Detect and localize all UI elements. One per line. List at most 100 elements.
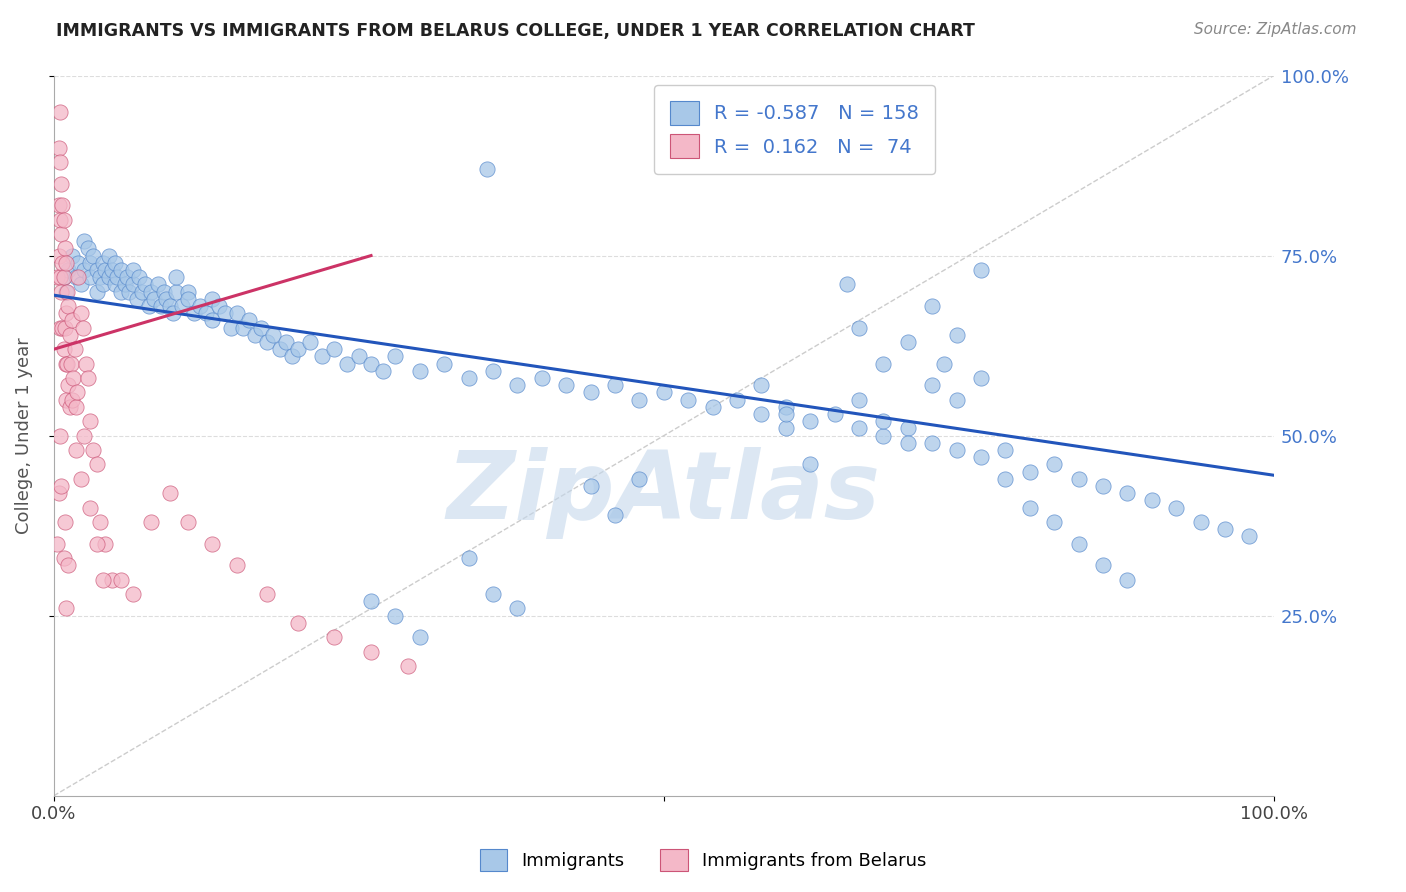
Point (1092, 558, 1115, 573)
Point (55, 357, 77, 371)
Point (702, 400, 724, 414)
Point (934, 357, 956, 371)
Point (77, 241, 100, 255)
Point (104, 256, 127, 270)
Point (1067, 537, 1090, 551)
Point (311, 350, 333, 364)
Point (131, 285, 153, 299)
Point (238, 313, 260, 327)
Point (207, 299, 229, 313)
Legend: Immigrants, Immigrants from Belarus: Immigrants, Immigrants from Belarus (472, 842, 934, 879)
Point (75, 357, 97, 371)
Point (155, 292, 177, 306)
Point (122, 277, 145, 292)
Point (384, 350, 406, 364)
Point (232, 320, 254, 334)
Point (921, 378, 943, 392)
Point (256, 334, 278, 349)
Point (49, 320, 72, 334)
Point (105, 270, 128, 285)
Point (848, 421, 870, 435)
Point (287, 342, 309, 356)
Point (58, 378, 80, 392)
Point (921, 435, 943, 450)
Point (59, 400, 82, 414)
Point (1018, 465, 1040, 479)
Point (475, 162, 498, 177)
Point (122, 263, 145, 277)
Point (1116, 573, 1139, 587)
Point (55, 285, 77, 299)
Point (603, 508, 626, 522)
Point (128, 270, 150, 285)
Point (945, 392, 967, 407)
Point (122, 587, 145, 601)
Point (872, 414, 894, 428)
Point (52, 270, 75, 285)
Point (970, 371, 993, 385)
Point (262, 327, 284, 342)
Point (49, 270, 72, 285)
Point (775, 400, 797, 414)
Point (48, 249, 70, 263)
Point (579, 479, 602, 493)
Text: ZipAtlas: ZipAtlas (447, 447, 880, 540)
Point (48, 198, 70, 212)
Point (51, 256, 73, 270)
Point (970, 450, 993, 465)
Point (921, 299, 943, 313)
Point (150, 299, 173, 313)
Point (114, 277, 136, 292)
Point (56, 285, 79, 299)
Point (994, 472, 1017, 486)
Point (872, 428, 894, 442)
Point (91, 573, 114, 587)
Point (256, 587, 278, 601)
Point (177, 285, 200, 299)
Point (51, 198, 73, 212)
Point (79, 270, 101, 285)
Point (280, 350, 302, 364)
Point (55, 306, 77, 320)
Point (65, 443, 87, 458)
Point (91, 256, 114, 270)
Point (872, 357, 894, 371)
Point (58, 263, 80, 277)
Point (48, 486, 70, 500)
Point (49, 155, 72, 169)
Point (110, 285, 132, 299)
Point (751, 407, 773, 421)
Point (49, 285, 72, 299)
Point (433, 357, 456, 371)
Point (52, 342, 75, 356)
Point (89, 270, 111, 285)
Point (835, 277, 858, 292)
Point (52, 551, 75, 566)
Point (1092, 479, 1115, 493)
Point (55, 601, 77, 615)
Point (1018, 500, 1040, 515)
Text: IMMIGRANTS VS IMMIGRANTS FROM BELARUS COLLEGE, UNDER 1 YEAR CORRELATION CHART: IMMIGRANTS VS IMMIGRANTS FROM BELARUS CO… (56, 22, 976, 40)
Point (59, 327, 82, 342)
Point (53, 241, 76, 255)
Point (53, 515, 76, 529)
Point (775, 421, 797, 435)
Point (201, 537, 224, 551)
Point (274, 334, 297, 349)
Point (824, 407, 846, 421)
Point (195, 306, 218, 320)
Point (1239, 529, 1261, 543)
Point (101, 263, 124, 277)
Point (62, 371, 84, 385)
Point (725, 392, 748, 407)
Point (897, 421, 920, 435)
Point (579, 385, 602, 400)
Point (69, 306, 91, 320)
Point (118, 285, 141, 299)
Point (65, 400, 87, 414)
Point (848, 392, 870, 407)
Point (60, 392, 83, 407)
Point (628, 472, 651, 486)
Legend: R = -0.587   N = 158, R =  0.162   N =  74: R = -0.587 N = 158, R = 0.162 N = 74 (654, 86, 935, 174)
Point (59, 357, 82, 371)
